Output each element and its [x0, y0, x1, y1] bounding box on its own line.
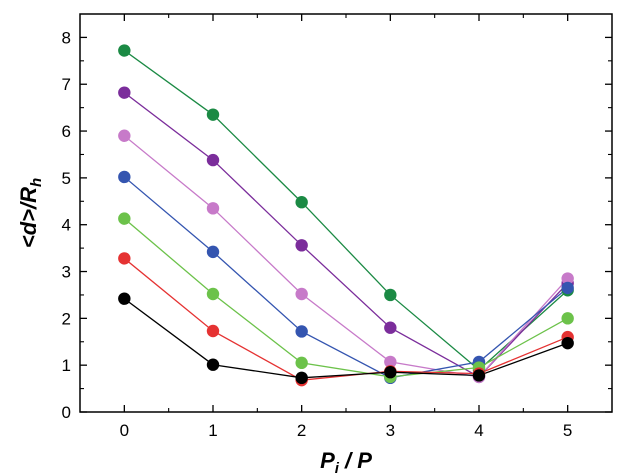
- y-tick-label: 0: [62, 403, 71, 422]
- series-line: [123, 218, 568, 378]
- y-tick-label: 3: [62, 263, 71, 282]
- data-point: [561, 272, 574, 285]
- data-point: [118, 292, 131, 305]
- y-axis-title-main: <d>/R: [16, 187, 41, 248]
- data-point: [206, 108, 220, 121]
- y-tick-label: 1: [62, 356, 71, 375]
- y-axis-title-sub: h: [28, 178, 45, 187]
- data-point: [384, 355, 397, 369]
- series-line: [123, 257, 568, 381]
- x-axis-title: Pi / P: [320, 448, 372, 476]
- x-tick-label: 3: [386, 421, 395, 440]
- y-tick-label: 4: [62, 216, 71, 235]
- data-point: [561, 336, 574, 350]
- data-point: [384, 288, 397, 302]
- data-point: [118, 252, 131, 265]
- x-tick-label: 2: [297, 421, 306, 440]
- y-tick-label: 8: [62, 28, 71, 47]
- data-point: [206, 287, 220, 301]
- data-point: [295, 371, 308, 385]
- data-point: [295, 239, 308, 252]
- series-line: [123, 135, 569, 378]
- data-point: [295, 196, 308, 209]
- y-axis-title: <d>/Rh: [16, 178, 45, 248]
- data-point: [118, 129, 131, 142]
- data-point: [118, 212, 131, 225]
- x-axis-title-sub: i: [335, 460, 340, 476]
- data-point: [206, 358, 220, 371]
- y-tick-label: 6: [62, 122, 71, 141]
- data-point: [118, 170, 131, 184]
- x-tick-label: 0: [120, 421, 129, 440]
- data-point: [561, 312, 574, 325]
- data-point: [206, 324, 220, 338]
- data-point: [295, 325, 308, 338]
- series-line: [123, 298, 568, 379]
- data-point: [295, 356, 308, 370]
- x-tick-label: 1: [208, 421, 217, 440]
- data-point: [295, 287, 308, 301]
- x-axis-title-main: P: [320, 448, 335, 473]
- data-point: [561, 281, 574, 295]
- y-tick-label: 5: [62, 169, 71, 188]
- plot-marks: [118, 44, 574, 387]
- axis-ticks: 0 1 2 3 4 5 6 7 8 0 1 2 3 4 5: [62, 14, 612, 440]
- series-line: [123, 176, 569, 379]
- series-line: [123, 92, 569, 378]
- data-point: [118, 86, 131, 99]
- data-point: [206, 153, 220, 167]
- data-point: [472, 369, 486, 382]
- data-point: [118, 44, 131, 57]
- series-line: [123, 49, 569, 371]
- x-tick-label: 4: [474, 421, 483, 440]
- x-axis-title-rest: / P: [339, 448, 372, 473]
- data-point: [206, 245, 220, 259]
- y-tick-label: 7: [62, 75, 71, 94]
- data-point: [206, 202, 220, 215]
- data-point: [384, 321, 397, 334]
- y-tick-label: 2: [62, 309, 71, 328]
- data-point: [384, 366, 397, 379]
- x-tick-label: 5: [563, 421, 572, 440]
